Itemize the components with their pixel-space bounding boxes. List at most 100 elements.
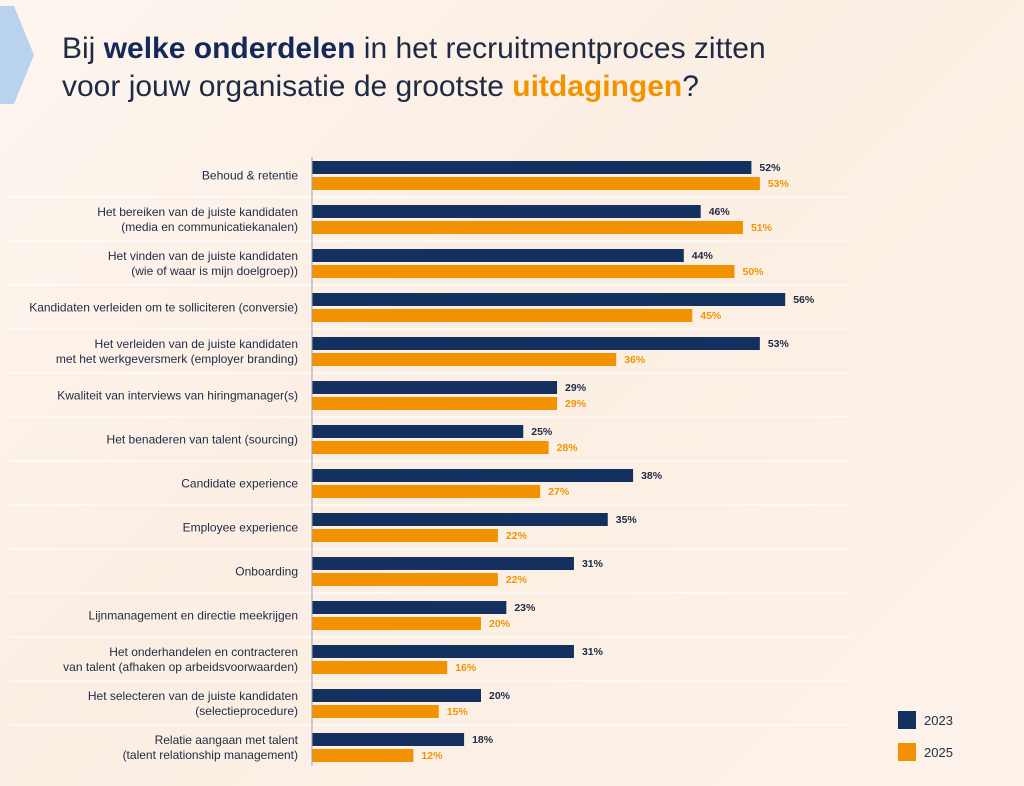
legend-swatch-2023 [898, 711, 916, 729]
category-label: Het bereiken van de juiste kandidaten (me… [97, 205, 298, 234]
bar-2023 [312, 645, 574, 658]
title-text-3: voor jouw organisatie de grootste [62, 70, 513, 103]
data-label-2023: 25% [531, 426, 553, 438]
bar-2023 [312, 161, 752, 174]
bar-2025 [312, 617, 481, 630]
bar-2023 [312, 733, 465, 746]
data-label-2025: 28% [557, 442, 579, 454]
title-text-end: ? [682, 70, 699, 103]
bar-2025 [312, 529, 498, 542]
data-label-2025: 36% [624, 354, 646, 366]
bar-2023 [312, 689, 481, 702]
bar-2023 [312, 425, 524, 438]
bar-2025 [312, 485, 541, 498]
page-title: Bij welke onderdelen in het recruitmentp… [62, 30, 962, 106]
bar-2023 [312, 205, 701, 218]
legend-swatch-2025 [898, 743, 916, 761]
bar-2025 [312, 441, 549, 454]
category-label: Kandidaten verleiden om te solliciteren … [29, 301, 298, 315]
category-label-line: van talent (afhaken op arbeidsvoorwaarde… [63, 660, 298, 674]
chart-legend: 2023 2025 [898, 710, 953, 774]
legend-label-2025: 2025 [924, 744, 953, 760]
title-text-1: Bij [62, 32, 104, 65]
title-accent-text: uitdagingen [512, 70, 683, 103]
bar-2023 [312, 249, 684, 262]
category-label-line: Employee experience [183, 521, 299, 535]
legend-label-2023: 2023 [924, 712, 953, 728]
data-label-2023: 31% [582, 646, 604, 658]
data-label-2025: 45% [700, 310, 722, 322]
data-label-2023: 52% [759, 162, 781, 174]
bar-2023 [312, 293, 786, 306]
category-label: Het benaderen van talent (sourcing) [107, 433, 298, 447]
bar-2025 [312, 309, 693, 322]
category-label-line: Kandidaten verleiden om te solliciteren … [29, 301, 298, 315]
data-label-2023: 29% [565, 382, 587, 394]
category-label-line: Het bereiken van de juiste kandidaten [97, 205, 298, 219]
category-label: Employee experience [183, 521, 299, 535]
bar-2023 [312, 381, 558, 394]
category-label-line: (media en communicatiekanalen) [121, 220, 298, 234]
bar-2025 [312, 397, 558, 410]
bar-2025 [312, 749, 414, 762]
data-label-2025: 20% [489, 618, 511, 630]
bar-2023 [312, 337, 760, 350]
data-label-2025: 53% [768, 178, 790, 190]
category-label: Het onderhandelen en contracteren van tal… [63, 645, 298, 674]
category-label-line: Het selecteren van de juiste kandidaten [88, 689, 298, 703]
data-label-2025: 22% [506, 574, 528, 586]
data-label-2023: 38% [641, 470, 663, 482]
data-label-2025: 50% [743, 266, 765, 278]
bar-2025 [312, 177, 760, 190]
category-label-line: met het werkgeversmerk (employer brandin… [56, 352, 298, 366]
data-label-2023: 56% [793, 294, 815, 306]
category-label-line: Relatie aangaan met talent [155, 733, 299, 747]
bar-2025 [312, 573, 498, 586]
category-label: Onboarding [235, 565, 298, 579]
category-label-line: Het benaderen van talent (sourcing) [107, 433, 298, 447]
category-label-line: (wie of waar is mijn doelgroep)) [131, 264, 298, 278]
data-label-2025: 51% [751, 222, 773, 234]
category-label: Het selecteren van de juiste kandidaten(… [88, 689, 298, 718]
bar-2025 [312, 661, 448, 674]
category-label-line: Onboarding [235, 565, 298, 579]
bar-2023 [312, 557, 574, 570]
category-label: Relatie aangaan met talent (talent relati… [123, 733, 299, 762]
category-label-line: Lijnmanagement en directie meekrijgen [89, 609, 298, 623]
category-label-line: (selectieprocedure) [195, 704, 298, 718]
data-label-2025: 16% [455, 662, 477, 674]
legend-item-2023: 2023 [898, 710, 953, 730]
category-label-line: Candidate experience [181, 477, 298, 491]
data-label-2025: 27% [548, 486, 570, 498]
bar-2023 [312, 513, 608, 526]
data-label-2023: 35% [616, 514, 638, 526]
category-label: Behoud & retentie [202, 169, 298, 183]
category-label-line: (talent relationship management) [123, 748, 298, 762]
data-label-2023: 44% [692, 250, 714, 262]
title-text-2: in het recruitmentproces zitten [355, 32, 766, 65]
category-label-line: Het vinden van de juiste kandidaten [108, 249, 298, 263]
data-label-2023: 20% [489, 690, 511, 702]
data-label-2023: 46% [709, 206, 731, 218]
bar-2023 [312, 469, 634, 482]
data-label-2025: 12% [421, 750, 443, 762]
category-label: Lijnmanagement en directie meekrijgen [89, 609, 298, 623]
bar-2025 [312, 353, 617, 366]
category-label: Het vinden van de juiste kandidaten (wie … [108, 249, 298, 278]
data-label-2023: 53% [768, 338, 790, 350]
category-label-line: Kwaliteit van interviews van hiringmanag… [57, 389, 298, 403]
bar-2025 [312, 221, 743, 234]
data-label-2023: 23% [514, 602, 536, 614]
bar-2025 [312, 265, 735, 278]
bar-2025 [312, 705, 439, 718]
data-label-2025: 22% [506, 530, 528, 542]
category-label: Kwaliteit van interviews van hiringmanag… [57, 389, 298, 403]
data-label-2023: 18% [472, 734, 494, 746]
corner-decoration [0, 6, 34, 104]
category-label-line: Het verleiden van de juiste kandidaten [95, 337, 298, 351]
bar-2023 [312, 601, 507, 614]
title-bold-text: welke onderdelen [103, 32, 356, 65]
data-label-2023: 31% [582, 558, 604, 570]
legend-item-2025: 2025 [898, 742, 953, 762]
